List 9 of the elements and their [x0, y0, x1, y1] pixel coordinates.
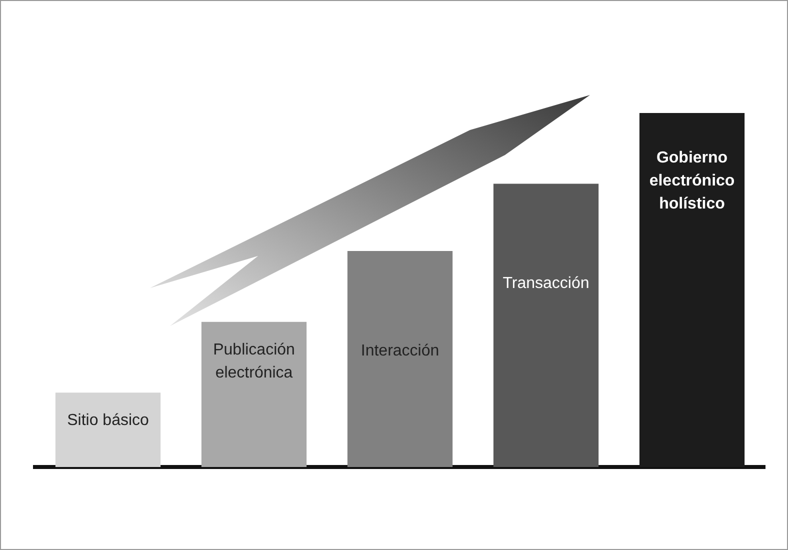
- bar: [347, 251, 453, 467]
- x-tick-label: Transacción: [502, 275, 590, 292]
- x-tick-label: Sitio básico: [67, 412, 150, 430]
- x-tick-label: Interacción: [360, 342, 440, 360]
- x-tick-label: Publicación electrónica: [213, 341, 295, 382]
- x-tick-label: Gobierno electrónico holístico: [649, 149, 735, 212]
- bar: [493, 184, 599, 467]
- bar: [201, 322, 307, 467]
- bar: [55, 392, 161, 467]
